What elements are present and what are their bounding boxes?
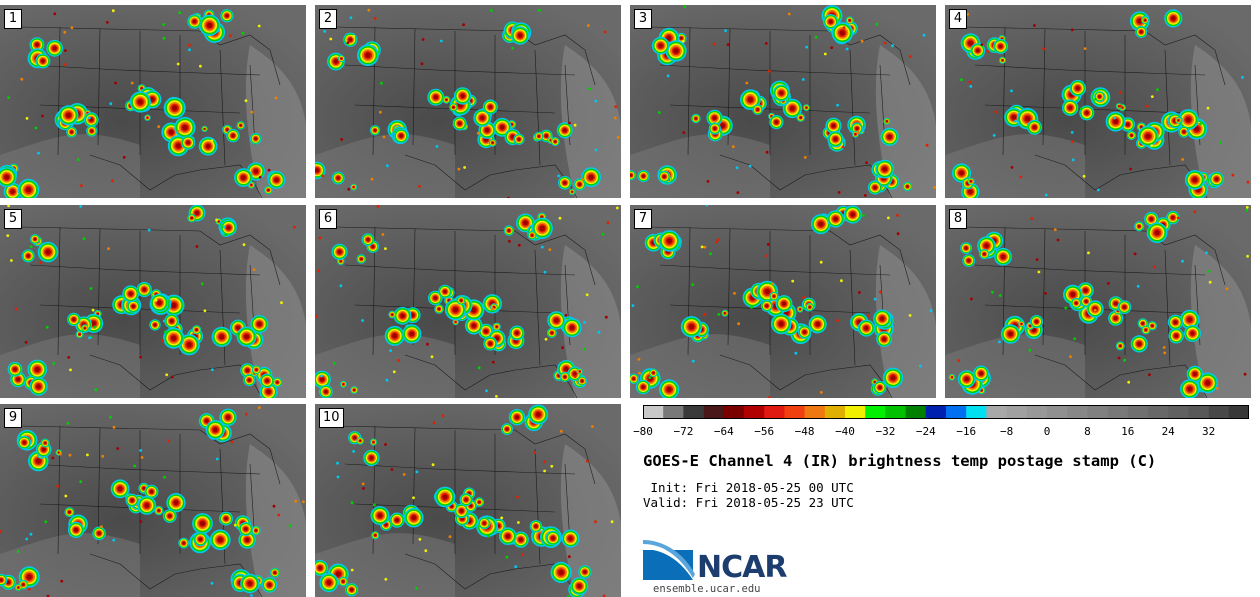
colorbar-bin (824, 405, 846, 419)
map-panel-9: 9 (0, 404, 306, 597)
colorbar-bin (1208, 405, 1230, 419)
colorbar-bin (885, 405, 906, 419)
panel-number-label: 2 (319, 9, 337, 29)
colorbar-bin (663, 405, 684, 419)
colorbar-tick-labels: −80 −72 −64 −56 −48 −40 −32 −24 −16 −8 0 8 16 24 32 (633, 425, 1249, 441)
init-time: Init: Fri 2018-05-25 00 UTC (643, 480, 854, 495)
colorbar-bin (703, 405, 725, 419)
colorbar-bin (845, 405, 866, 419)
colorbar-tick: −56 (754, 425, 775, 438)
colorbar-tick: −64 (713, 425, 734, 438)
ncar-logo-icon (643, 540, 695, 580)
colorbar-bin (946, 405, 967, 419)
colorbar-bin (643, 405, 664, 419)
panel-number-label: 4 (949, 9, 967, 29)
colorbar-tick: 24 (1161, 425, 1175, 438)
site-url: ensemble.ucar.edu (653, 583, 761, 595)
map-panel-10: 10 (315, 404, 621, 597)
colorbar-bin (764, 405, 785, 419)
map-panel-2: 2 (315, 5, 621, 198)
map-panel-6: 6 (315, 205, 621, 398)
panel-number-label: 1 (4, 9, 22, 29)
map-panel-7: 7 (630, 205, 936, 398)
colorbar-bin (784, 405, 805, 419)
colorbar-tick: 16 (1121, 425, 1135, 438)
map-panel-3: 3 (630, 5, 936, 198)
colorbar-bin (1087, 405, 1108, 419)
colorbar-bin (986, 405, 1007, 419)
colorbar-tick: −24 (915, 425, 936, 438)
panel-number-label: 6 (319, 209, 337, 229)
colorbar-tick: −72 (673, 425, 694, 438)
colorbar-tick: 32 (1201, 425, 1216, 438)
colorbar-bin (1006, 405, 1028, 419)
colorbar-tick: 8 (1084, 425, 1091, 438)
panel-number-label: 5 (4, 209, 22, 229)
panel-number-label: 9 (4, 408, 22, 428)
panel-number-label: 10 (319, 408, 344, 428)
colorbar-bin (1047, 405, 1068, 419)
colorbar-bin (1168, 405, 1189, 419)
map-panel-8: 8 (945, 205, 1251, 398)
panel-number-label: 7 (634, 209, 652, 229)
colorbar-bin (804, 405, 826, 419)
colorbar-bin (1228, 405, 1249, 419)
colorbar-bin (1067, 405, 1088, 419)
valid-time: Valid: Fri 2018-05-25 23 UTC (643, 495, 854, 510)
map-panel-5: 5 (0, 205, 306, 398)
colorbar-bin (925, 405, 947, 419)
map-panel-1: 1 (0, 5, 306, 198)
colorbar-bin (1107, 405, 1129, 419)
colorbar-tick: −32 (875, 425, 896, 438)
colorbar-bin (744, 405, 765, 419)
colorbar-bin (1188, 405, 1209, 419)
colorbar-bin (723, 405, 745, 419)
colorbar-bin (966, 405, 987, 419)
colorbar-bin (865, 405, 886, 419)
colorbar-tick: −48 (794, 425, 815, 438)
colorbar-bin (683, 405, 704, 419)
colorbar-tick: −40 (835, 425, 855, 438)
colorbar-bin (1148, 405, 1169, 419)
colorbar-tick: −80 (633, 425, 653, 438)
colorbar-tick: −16 (956, 425, 977, 438)
colorbar-bin (1026, 405, 1048, 419)
figure-title: GOES-E Channel 4 (IR) brightness temp po… (643, 452, 1157, 470)
panel-number-label: 8 (949, 209, 967, 229)
colorbar-bin (1127, 405, 1149, 419)
map-panel-4: 4 (945, 5, 1251, 198)
colorbar (643, 405, 1249, 419)
colorbar-bin (905, 405, 927, 419)
panel-number-label: 3 (634, 9, 652, 29)
colorbar-tick: −8 (999, 425, 1014, 438)
colorbar-tick: 0 (1043, 425, 1051, 438)
ncar-logo-text: NCAR (697, 550, 787, 585)
